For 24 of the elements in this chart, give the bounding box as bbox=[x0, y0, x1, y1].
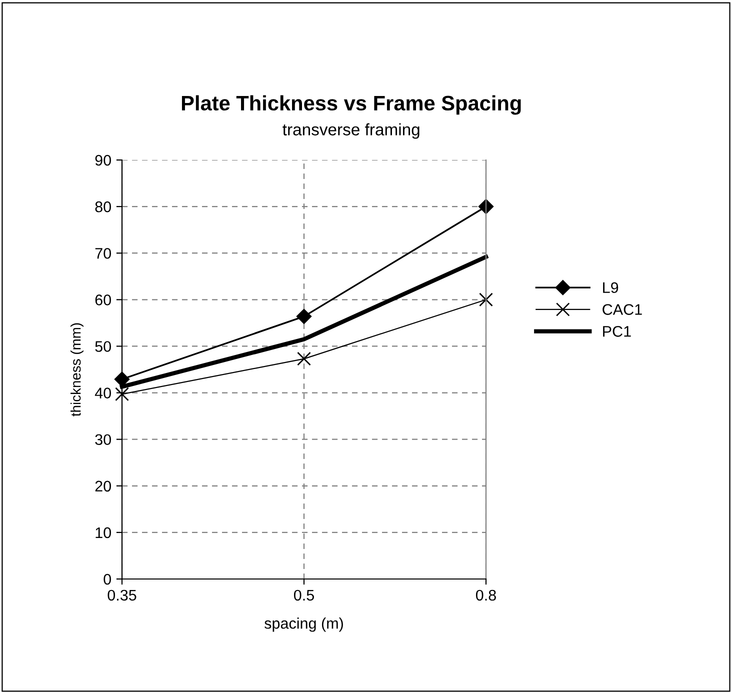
x-axis-title: spacing (m) bbox=[264, 618, 343, 632]
y-tick-label: 80 bbox=[95, 201, 111, 212]
y-tick-label: 50 bbox=[95, 341, 111, 352]
point bbox=[479, 292, 493, 307]
y-tick-label: 40 bbox=[94, 388, 111, 398]
y-tick-label: 20 bbox=[95, 480, 111, 492]
y-tick-label: 70 bbox=[95, 248, 111, 259]
y-axis-title: thickness (mm) bbox=[70, 323, 84, 416]
legend-label: CAC1 bbox=[602, 304, 642, 315]
point bbox=[297, 352, 311, 366]
y-tick-label: 30 bbox=[95, 434, 111, 446]
chart-title: Plate Thickness vs Frame Spacing bbox=[182, 95, 521, 115]
chart-subtitle: transverse framing bbox=[282, 123, 420, 139]
legend-label: PC1 bbox=[603, 326, 631, 337]
x-tick-label: 0.35 bbox=[108, 590, 136, 601]
y-tick-label: 90 bbox=[95, 154, 111, 166]
x-tick-label: 0.8 bbox=[476, 590, 496, 601]
point bbox=[296, 308, 312, 324]
y-tick-label: 10 bbox=[96, 527, 111, 538]
legend-label: L9 bbox=[603, 282, 618, 294]
point bbox=[115, 387, 129, 402]
x-tick-label: 0.5 bbox=[294, 590, 314, 601]
y-tick-label: 60 bbox=[95, 294, 111, 306]
y-tick-label: 0 bbox=[104, 574, 111, 585]
